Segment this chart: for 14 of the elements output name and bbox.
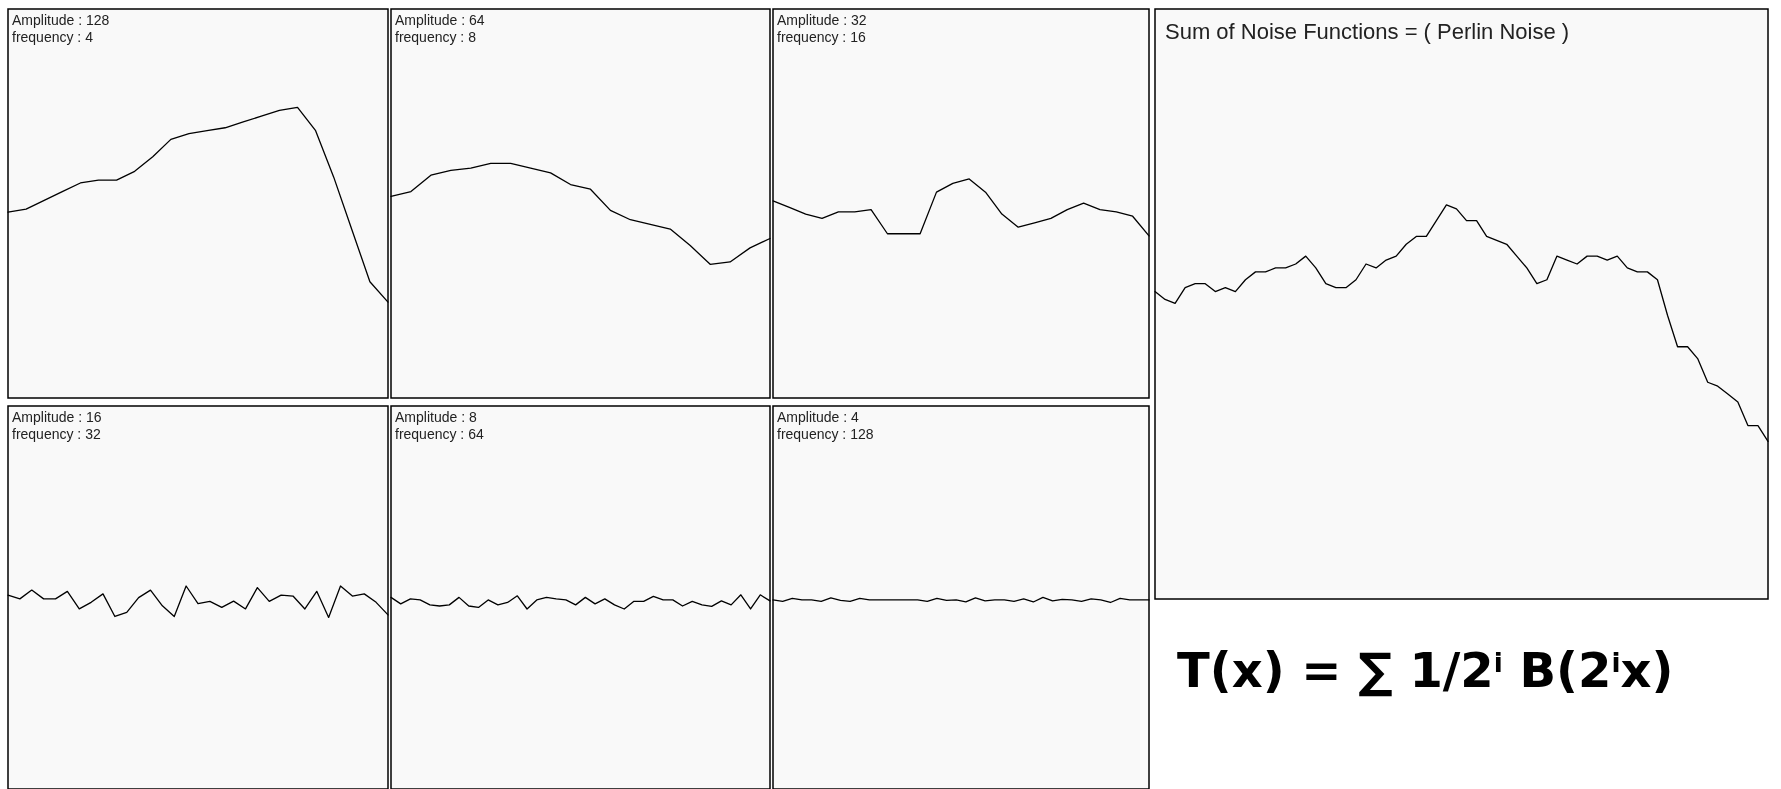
chart-subtitle: frequency : 32 xyxy=(12,426,101,442)
chart-subtitle: frequency : 128 xyxy=(777,426,874,442)
chart-title: Amplitude : 32 xyxy=(777,12,867,28)
chart-title: Amplitude : 128 xyxy=(12,12,110,28)
chart-title: Sum of Noise Functions = ( Perlin Noise ) xyxy=(1165,19,1570,44)
chart-subtitle: frequency : 16 xyxy=(777,29,866,45)
chart-subtitle: frequency : 8 xyxy=(395,29,477,45)
chart-subtitle: frequency : 64 xyxy=(395,426,484,442)
chart-title: Amplitude : 8 xyxy=(395,409,477,425)
chart-title: Amplitude : 16 xyxy=(12,409,102,425)
chart-title: Amplitude : 64 xyxy=(395,12,485,28)
text: T(x) = ∑ 1/2$^{i}$ B(2$^{i}$x) xyxy=(1177,642,1674,698)
chart-title: Amplitude : 4 xyxy=(777,409,859,425)
chart-subtitle: frequency : 4 xyxy=(12,29,94,45)
